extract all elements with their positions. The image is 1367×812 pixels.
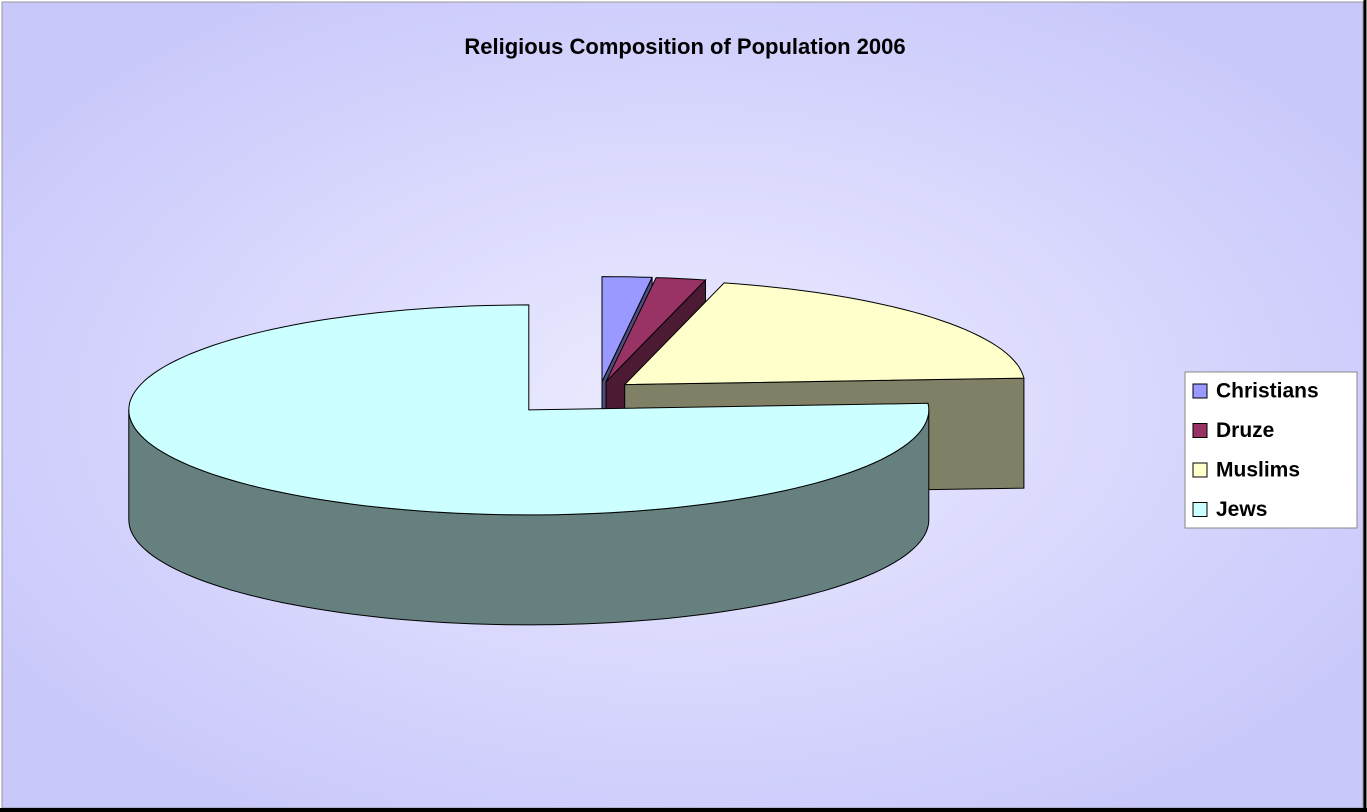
slice-top	[623, 282, 1025, 386]
legend-swatch	[1192, 502, 1208, 517]
legend-label: Muslims	[1216, 459, 1300, 482]
legend	[1184, 371, 1358, 529]
legend-swatch	[1192, 423, 1208, 438]
slice	[128, 304, 930, 626]
chart-title: Religious Composition of Population 2006	[464, 34, 905, 59]
legend-swatch	[1192, 383, 1208, 399]
legend-items: Christians Druze Muslims Jews	[1192, 380, 1319, 521]
slice-top	[605, 277, 707, 383]
pie	[128, 276, 1025, 626]
legend-label: Druze	[1216, 419, 1274, 442]
legend-label: Christians	[1216, 380, 1319, 403]
legend-label: Jews	[1216, 498, 1267, 521]
slice-top	[128, 304, 930, 516]
legend-swatch	[1192, 462, 1208, 478]
slice-top	[601, 276, 653, 382]
